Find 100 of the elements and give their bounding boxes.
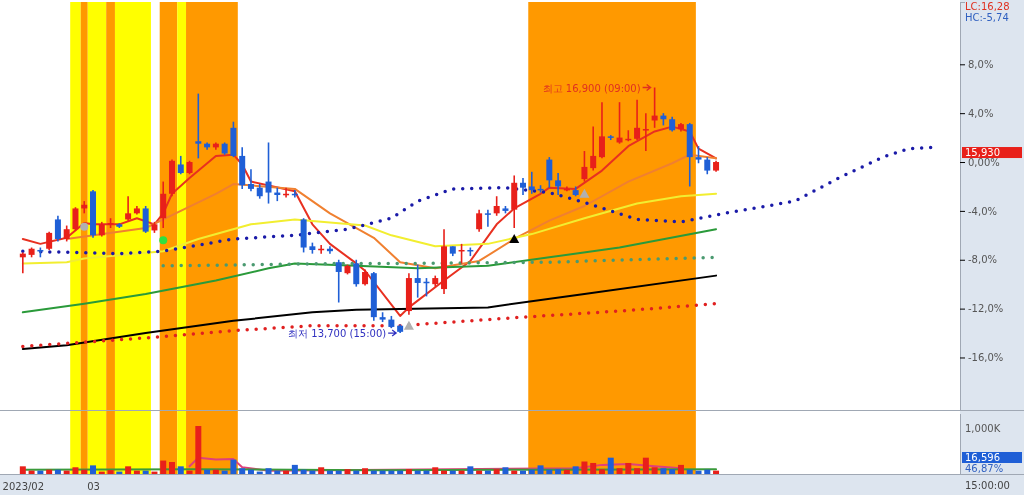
bar [309, 470, 316, 474]
candlestick [54, 214, 61, 243]
bar [46, 469, 53, 474]
bar [405, 469, 412, 474]
y-tick-label: -4,0% [968, 205, 998, 217]
bar [695, 470, 702, 474]
bar [204, 469, 211, 474]
line-series [21, 274, 718, 350]
bar [177, 466, 184, 474]
bar [247, 469, 254, 474]
bar [476, 470, 483, 474]
text: 15:00:00 [965, 480, 1010, 491]
bar [642, 457, 649, 474]
bar [353, 470, 360, 474]
bar [590, 462, 597, 474]
bar [607, 457, 614, 474]
bar [283, 470, 290, 474]
bar [81, 469, 88, 474]
text: 46,87% [965, 463, 1004, 474]
x-tick-label: 03 [87, 481, 100, 492]
candlestick [528, 171, 535, 195]
bar [660, 468, 667, 474]
point [403, 320, 414, 330]
y-tick-label: -12,0% [968, 303, 1004, 315]
line-series [21, 192, 718, 265]
bar [598, 469, 605, 474]
y-tick-label: 0,00% [968, 156, 1000, 168]
bar [300, 469, 307, 474]
y-tick-label: -8,0% [968, 254, 998, 266]
bar [379, 470, 386, 474]
bar [484, 470, 491, 474]
y-tick-label: 4,0% [968, 107, 994, 119]
candlestick [642, 112, 649, 152]
point [80, 222, 89, 231]
bar [555, 469, 562, 474]
line-series [21, 301, 718, 349]
bar [537, 465, 544, 474]
text: 1,000K [965, 423, 1001, 434]
bar [651, 467, 658, 474]
line-series [65, 153, 718, 270]
bar [133, 470, 140, 474]
bar [572, 466, 579, 474]
candlestick [72, 206, 79, 232]
candlestick [493, 195, 500, 217]
candlestick [177, 155, 184, 176]
candlestick [125, 195, 132, 222]
bar [441, 470, 448, 474]
bar [90, 465, 97, 474]
bar [634, 468, 641, 474]
bar [362, 468, 369, 474]
point [509, 233, 520, 243]
bar [669, 469, 676, 474]
bar [713, 470, 720, 474]
y-tick-label: -16,0% [968, 352, 1004, 364]
candlestick [484, 208, 491, 228]
candlestick [581, 150, 588, 183]
bar [458, 470, 465, 474]
bar [546, 469, 553, 474]
bar [511, 470, 518, 474]
bar [432, 467, 439, 474]
bar [160, 460, 167, 474]
candlestick [546, 156, 553, 189]
bar [142, 470, 149, 474]
bar [28, 470, 35, 474]
bar [318, 467, 325, 474]
bar [449, 470, 456, 474]
line-series [21, 228, 718, 314]
bar [704, 469, 711, 474]
bar [388, 470, 395, 474]
bar [423, 470, 430, 474]
bar [186, 470, 193, 474]
text: 16,596 [965, 452, 1000, 463]
bar [414, 470, 421, 474]
bar [274, 470, 281, 474]
candlestick [555, 172, 562, 196]
candlestick [353, 258, 360, 288]
line-series [21, 125, 718, 317]
bar [528, 469, 535, 474]
annotation: 최저 13,700 (15:00) [288, 328, 387, 340]
bar [63, 470, 70, 474]
point [159, 236, 168, 245]
bar [625, 462, 632, 474]
x-tick-label: 2023/02 [2, 481, 45, 492]
bar [502, 467, 509, 474]
text: 15,930 [965, 147, 1000, 159]
candlestick [247, 168, 254, 193]
bar [221, 470, 228, 474]
candlestick [195, 92, 202, 160]
bar [72, 467, 79, 474]
bar [686, 469, 693, 474]
candlestick [414, 263, 421, 299]
candlestick [335, 258, 342, 304]
bar [467, 466, 474, 474]
bar [563, 469, 570, 474]
bar [344, 469, 351, 474]
bar [212, 469, 219, 474]
bar [291, 464, 298, 474]
candlestick [476, 208, 483, 233]
bar [397, 470, 404, 474]
bar [326, 470, 333, 474]
